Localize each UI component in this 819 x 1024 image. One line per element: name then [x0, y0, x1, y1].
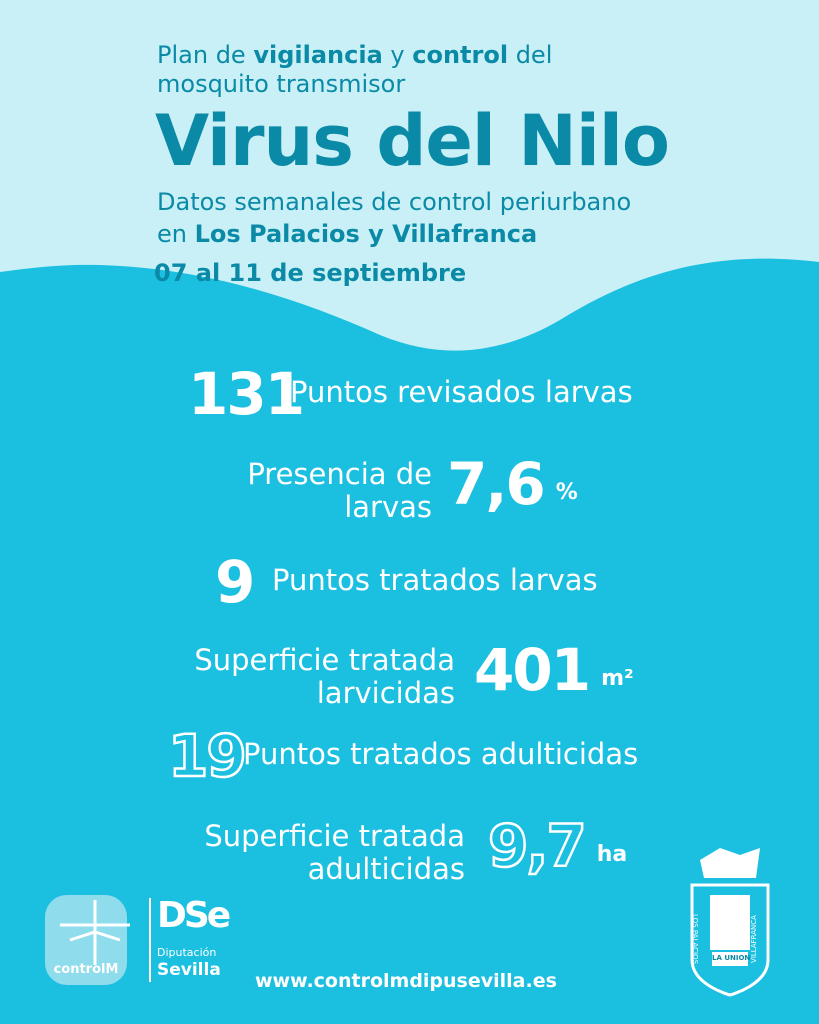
- subtitle: Datos semanales de control periurbano: [157, 188, 632, 216]
- crest-left: LOS PALACIOS: [691, 913, 700, 965]
- stat-unit: m²: [601, 666, 634, 691]
- stat-label: Presencia de larvas: [247, 458, 432, 524]
- intro-part: control: [412, 41, 509, 69]
- stat-label: Superficie tratada larvicidas: [194, 644, 455, 710]
- logo-diputacion: Diputación: [157, 946, 217, 959]
- stat-unit: %: [555, 480, 578, 505]
- stat-label-line: larvas: [344, 490, 432, 524]
- title: Virus del Nilo: [155, 100, 670, 182]
- stat-unit: ha: [596, 842, 628, 867]
- stat-label-line: Superficie tratada: [204, 819, 465, 853]
- intro2: mosquito transmisor: [157, 70, 406, 98]
- stat-label: Puntos tratados larvas: [272, 564, 598, 597]
- stat-label-line: adulticidas: [307, 852, 465, 886]
- intro-part: vigilancia: [253, 41, 383, 69]
- stat-label-line: Puntos revisados larvas: [290, 375, 633, 409]
- url[interactable]: www.controlmdipusevilla.es: [255, 970, 557, 992]
- stat-label-line: Presencia de: [247, 457, 432, 491]
- stat-value: 401: [474, 636, 591, 704]
- intro-part: Plan de: [157, 41, 254, 69]
- stat-value: 9,7: [487, 811, 588, 882]
- intro-part: y: [382, 41, 413, 69]
- stat-label: Puntos revisados larvas: [290, 376, 633, 409]
- stat-value: 131: [188, 360, 305, 428]
- crest-banner: LA UNION: [712, 954, 751, 962]
- stat-label-line: Superficie tratada: [194, 643, 455, 677]
- stat-label: Puntos tratados adulticidas: [243, 738, 638, 771]
- place-prefix: en: [157, 220, 195, 248]
- stat-value: 7,6: [447, 450, 546, 518]
- dates: 07 al 11 de septiembre: [154, 259, 467, 287]
- logo-dse: DSe: [157, 895, 231, 936]
- intro-part: del: [508, 41, 553, 69]
- stat-label-line: Puntos tratados adulticidas: [243, 737, 639, 771]
- intro: Plan de vigilancia y control del: [157, 40, 552, 70]
- logo-controlm: controlM: [53, 962, 119, 977]
- stat-label: Superficie tratada adulticidas: [204, 820, 465, 886]
- place-line: en Los Palacios y Villafranca: [157, 220, 537, 248]
- stat-value: 19: [167, 721, 248, 792]
- place: Los Palacios y Villafranca: [194, 220, 538, 248]
- logo-sevilla: Sevilla: [157, 960, 221, 980]
- crest-right: VILLAFRANCA: [749, 915, 758, 963]
- stat-label-line: larvicidas: [316, 676, 455, 710]
- stat-value: 9: [215, 548, 255, 616]
- stat-label-line: Puntos tratados larvas: [272, 563, 598, 597]
